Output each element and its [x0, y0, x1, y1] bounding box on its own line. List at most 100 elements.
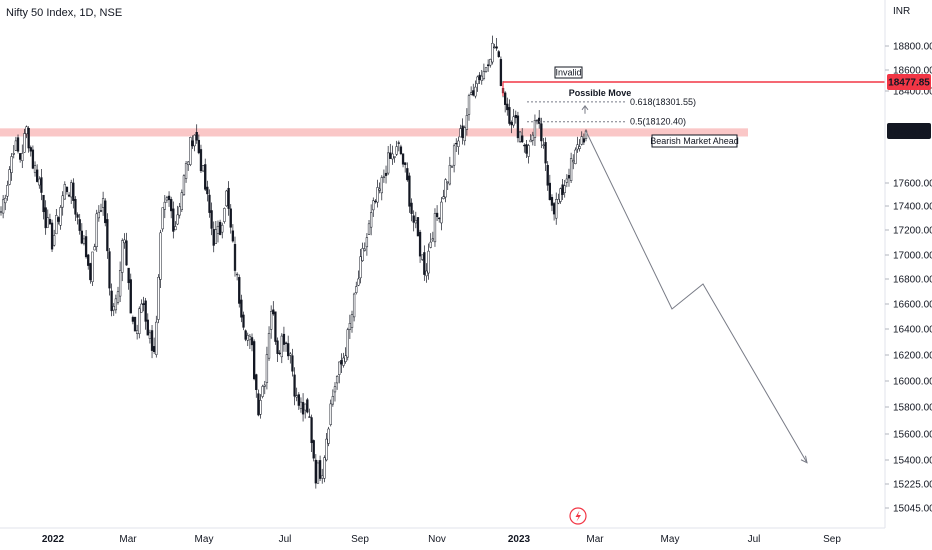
candle [272, 301, 275, 316]
candle [369, 204, 373, 236]
candle [552, 201, 556, 221]
candle [476, 75, 479, 92]
candle [259, 394, 262, 419]
candle [246, 332, 249, 347]
candle [97, 205, 101, 222]
x-tick-label: May [195, 534, 214, 545]
candle [46, 209, 49, 228]
candle [150, 324, 154, 359]
candle [289, 352, 292, 364]
candle [108, 248, 111, 296]
candle [87, 253, 90, 270]
candle [414, 211, 417, 229]
candle [131, 315, 135, 325]
y-axis: 18800.00 18600.00 18400.00 17600.00 17400.00… [885, 42, 932, 515]
candle [472, 83, 475, 97]
candle [544, 137, 547, 172]
y-tick-label: 16400.00 [893, 325, 932, 336]
candle [442, 189, 445, 200]
candle [82, 234, 86, 246]
candle [48, 213, 52, 225]
candle [348, 314, 352, 339]
candle [287, 335, 290, 361]
candle [159, 229, 162, 289]
candle [284, 341, 288, 352]
candle [548, 174, 551, 201]
candle [223, 207, 226, 224]
candle [10, 153, 13, 181]
candle [565, 174, 569, 188]
candle [459, 124, 462, 138]
candle [57, 216, 60, 225]
candle [255, 373, 258, 398]
candle [469, 86, 473, 96]
candle [157, 274, 160, 324]
candle [531, 131, 534, 146]
candle [350, 310, 354, 333]
candle [89, 262, 92, 284]
candle [265, 346, 269, 390]
candle [478, 72, 481, 84]
candle [316, 460, 320, 484]
candle [138, 306, 141, 339]
candle [27, 126, 30, 153]
candle [444, 178, 447, 203]
candle [333, 382, 337, 402]
y-tick-label: 18800.00 [893, 42, 932, 53]
candle [431, 231, 434, 243]
candle [327, 426, 330, 447]
candle [538, 110, 541, 129]
candle [263, 380, 266, 395]
candle [308, 408, 311, 418]
candle [53, 229, 56, 247]
svg-text:Invalid: Invalid [555, 68, 581, 78]
candle [67, 192, 71, 198]
candle [93, 243, 96, 251]
candle [204, 158, 207, 192]
projection-path [585, 130, 808, 463]
candle [72, 178, 75, 209]
candle [399, 144, 403, 156]
y-tick-label: 17000.00 [893, 251, 932, 262]
candle [455, 138, 458, 152]
possible-move-arrow [581, 104, 589, 114]
candle [233, 236, 237, 277]
candle [429, 233, 432, 249]
candle [408, 172, 411, 213]
flash-icon[interactable] [569, 507, 587, 525]
candle [346, 327, 349, 361]
candle [33, 161, 37, 177]
candle [421, 254, 424, 261]
candle [295, 387, 298, 402]
candle [331, 389, 335, 407]
candle [425, 263, 428, 283]
candle [440, 197, 443, 231]
candle [23, 128, 26, 153]
candle [125, 232, 128, 266]
candle [176, 205, 179, 226]
candle [218, 219, 222, 236]
candle [416, 217, 420, 237]
x-tick-label: Sep [351, 534, 369, 545]
resistance-zone-band [0, 128, 748, 137]
candle [112, 303, 115, 316]
candle [304, 403, 307, 419]
candle [238, 274, 241, 308]
candle [163, 195, 166, 219]
candle [106, 213, 109, 259]
candle [250, 333, 254, 352]
price-badge: 18035.85 [887, 123, 931, 139]
candle [197, 134, 200, 155]
candle [450, 164, 454, 168]
candle [214, 220, 218, 244]
candle [78, 213, 81, 235]
candle [555, 192, 558, 225]
candle [461, 118, 464, 145]
x-tick-label: Nov [428, 534, 446, 545]
candle [357, 270, 360, 287]
candle [367, 219, 371, 236]
candle [252, 339, 256, 381]
candle [497, 50, 500, 58]
x-axis: 2022 Mar May Jul Sep Nov 2023 Mar May Jul Sep [42, 534, 841, 545]
